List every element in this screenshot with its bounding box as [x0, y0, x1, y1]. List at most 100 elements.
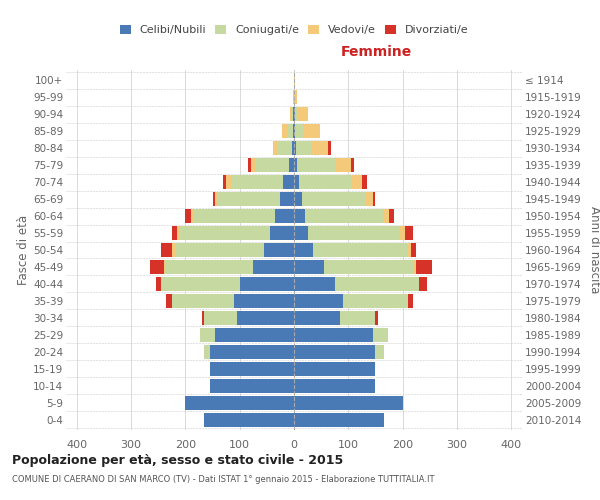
Bar — [312, 141, 328, 155]
Bar — [294, 328, 373, 342]
Bar — [303, 124, 320, 138]
Bar — [283, 175, 294, 189]
Bar — [185, 209, 191, 223]
Bar — [383, 209, 389, 223]
Bar — [408, 294, 413, 308]
Bar — [240, 277, 294, 291]
Bar — [295, 107, 297, 121]
Bar — [296, 141, 312, 155]
Bar — [294, 158, 297, 172]
Bar — [297, 158, 335, 172]
Bar — [351, 158, 354, 172]
Bar — [210, 345, 294, 359]
Legend: Celibi/Nubili, Coniugati/e, Vedovi/e, Divorziati/e: Celibi/Nubili, Coniugati/e, Vedovi/e, Di… — [119, 25, 469, 35]
Bar — [180, 226, 269, 240]
Bar — [294, 260, 324, 274]
Bar — [210, 379, 294, 393]
Bar — [294, 73, 295, 87]
Bar — [177, 226, 180, 240]
Bar — [205, 413, 294, 427]
Bar — [256, 158, 289, 172]
Bar — [292, 141, 294, 155]
Bar — [376, 311, 378, 325]
Bar — [294, 209, 305, 223]
Bar — [294, 396, 403, 410]
Text: COMUNE DI CAERANO DI SAN MARCO (TV) - Dati ISTAT 1° gennaio 2015 - Elaborazione : COMUNE DI CAERANO DI SAN MARCO (TV) - Da… — [12, 475, 434, 484]
Bar — [166, 294, 172, 308]
Bar — [335, 277, 419, 291]
Bar — [313, 243, 408, 257]
Bar — [253, 260, 294, 274]
Bar — [405, 226, 413, 240]
Bar — [416, 260, 433, 274]
Bar — [343, 294, 408, 308]
Bar — [212, 192, 215, 206]
Bar — [376, 345, 383, 359]
Bar — [362, 175, 367, 189]
Bar — [294, 362, 376, 376]
Bar — [264, 243, 294, 257]
Bar — [175, 243, 264, 257]
Bar — [299, 175, 351, 189]
Bar — [280, 192, 294, 206]
Bar — [200, 328, 215, 342]
Bar — [202, 311, 205, 325]
Bar — [269, 226, 294, 240]
Bar — [294, 379, 376, 393]
Bar — [292, 107, 293, 121]
Bar — [275, 209, 294, 223]
Bar — [223, 175, 226, 189]
Bar — [161, 277, 240, 291]
Bar — [164, 260, 166, 274]
Bar — [308, 226, 400, 240]
Bar — [297, 107, 308, 121]
Bar — [290, 107, 292, 121]
Bar — [294, 345, 376, 359]
Bar — [295, 124, 303, 138]
Bar — [324, 260, 413, 274]
Bar — [294, 413, 383, 427]
Bar — [150, 260, 164, 274]
Bar — [302, 192, 365, 206]
Bar — [191, 209, 194, 223]
Bar — [232, 175, 283, 189]
Bar — [365, 192, 373, 206]
Bar — [294, 192, 302, 206]
Bar — [234, 294, 294, 308]
Bar — [293, 124, 294, 138]
Bar — [294, 226, 308, 240]
Bar — [294, 141, 296, 155]
Text: Popolazione per età, sesso e stato civile - 2015: Popolazione per età, sesso e stato civil… — [12, 454, 343, 467]
Y-axis label: Fasce di età: Fasce di età — [17, 215, 30, 285]
Bar — [294, 124, 295, 138]
Bar — [161, 243, 172, 257]
Bar — [282, 124, 287, 138]
Bar — [373, 192, 376, 206]
Bar — [294, 277, 335, 291]
Bar — [215, 328, 294, 342]
Bar — [328, 141, 331, 155]
Y-axis label: Anni di nascita: Anni di nascita — [589, 206, 600, 294]
Bar — [248, 158, 251, 172]
Text: Femmine: Femmine — [340, 45, 412, 59]
Bar — [210, 362, 294, 376]
Bar — [237, 311, 294, 325]
Bar — [218, 192, 280, 206]
Bar — [294, 243, 313, 257]
Bar — [194, 209, 275, 223]
Bar — [287, 124, 293, 138]
Bar — [351, 175, 362, 189]
Bar — [215, 192, 218, 206]
Bar — [205, 345, 210, 359]
Bar — [419, 277, 427, 291]
Bar — [411, 243, 416, 257]
Bar — [373, 328, 388, 342]
Bar — [294, 175, 299, 189]
Bar — [172, 294, 234, 308]
Bar — [226, 175, 232, 189]
Bar — [408, 243, 411, 257]
Bar — [294, 294, 343, 308]
Bar — [400, 226, 405, 240]
Bar — [273, 141, 278, 155]
Bar — [289, 158, 294, 172]
